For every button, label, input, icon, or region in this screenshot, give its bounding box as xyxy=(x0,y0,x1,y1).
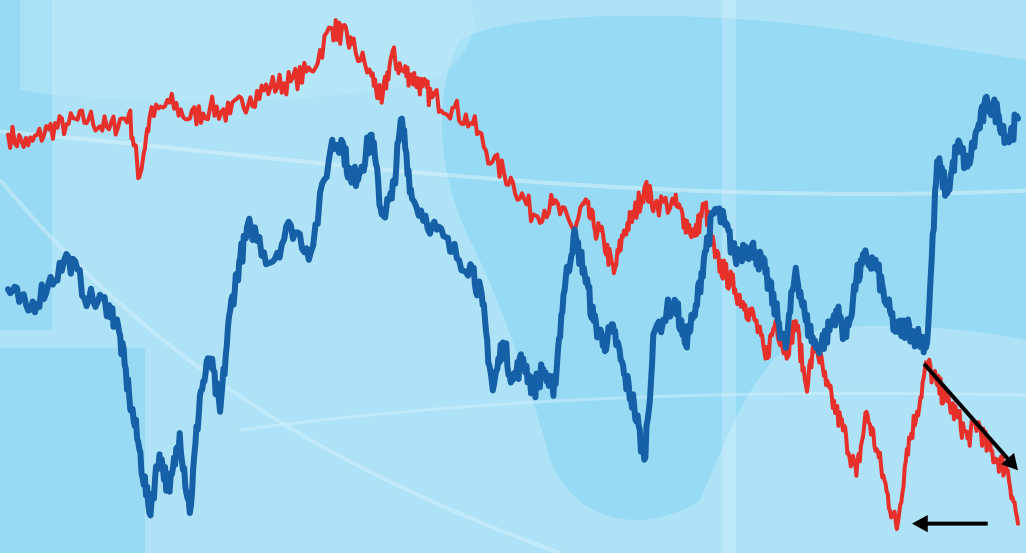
arrow-line-1 xyxy=(922,362,1012,463)
annotation-layer xyxy=(911,362,1018,533)
arrow-head-2 xyxy=(911,515,928,533)
arrow-head-1 xyxy=(1001,452,1018,471)
blob-top xyxy=(20,0,474,101)
left-panel-upper xyxy=(0,0,52,330)
series-red-line xyxy=(6,18,1020,531)
left-panel-lower xyxy=(0,348,145,553)
series-layer xyxy=(5,18,1021,531)
blob-shape xyxy=(441,15,1026,520)
arc-curve-1 xyxy=(0,129,1026,196)
series-blue-line xyxy=(5,93,1021,519)
